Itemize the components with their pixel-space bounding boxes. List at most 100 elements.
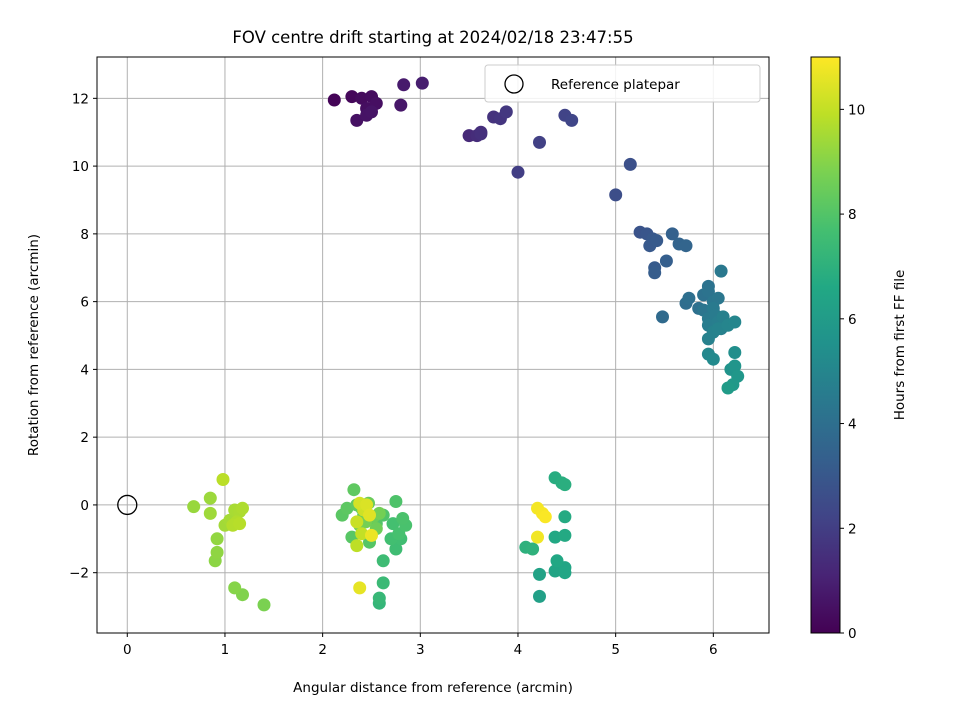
- data-point: [203, 506, 217, 520]
- x-tick-label: 6: [709, 642, 718, 658]
- colorbar: 0 2 4 6 8 10 Hours from first FF file: [810, 56, 908, 642]
- data-point: [233, 517, 247, 531]
- data-point: [711, 322, 725, 336]
- data-point: [650, 234, 664, 248]
- data-point: [340, 501, 354, 515]
- data-point: [415, 76, 429, 90]
- chart-title: FOV centre drift starting at 2024/02/18 …: [232, 28, 633, 47]
- data-point: [372, 591, 386, 605]
- y-tick-label: 8: [80, 227, 89, 243]
- data-point: [397, 78, 411, 92]
- data-point: [558, 566, 572, 580]
- data-point: [203, 491, 217, 505]
- data-point: [360, 498, 374, 512]
- data-point: [350, 539, 364, 553]
- data-point: [548, 530, 562, 544]
- data-point: [355, 91, 369, 105]
- colorbar-tick-label: 2: [848, 521, 857, 537]
- y-tick-label: 12: [72, 91, 89, 107]
- data-point: [706, 352, 720, 366]
- colorbar-tick-label: 0: [848, 626, 857, 642]
- data-point: [565, 113, 579, 127]
- data-point: [701, 285, 715, 298]
- reference-point: [117, 494, 138, 516]
- data-point: [353, 581, 367, 595]
- legend-box: [484, 64, 761, 103]
- y-tick-label: 6: [80, 295, 89, 311]
- data-point: [533, 567, 546, 581]
- data-point: [350, 113, 364, 127]
- x-tick-label: 5: [611, 642, 620, 658]
- colorbar-ticks: 0 2 4 6 8 10: [840, 102, 865, 642]
- x-tick-label: 4: [514, 642, 523, 658]
- colorbar-tick-label: 6: [848, 312, 857, 328]
- x-tick-label: 2: [318, 642, 327, 658]
- reference-marker: [117, 494, 138, 516]
- data-point: [609, 188, 623, 202]
- y-tick-label: 0: [80, 498, 89, 514]
- data-point: [656, 310, 669, 324]
- data-point: [474, 127, 488, 141]
- data-point: [216, 473, 230, 486]
- colorbar-tick-label: 4: [848, 417, 857, 433]
- data-point: [728, 359, 742, 373]
- legend-entry-reference: Reference platepar: [551, 77, 680, 93]
- y-tick-label: −2: [69, 566, 89, 582]
- colorbar-tick-label: 10: [848, 102, 865, 118]
- data-point: [714, 264, 728, 278]
- data-point: [376, 554, 390, 568]
- data-point: [665, 227, 679, 241]
- data-point: [711, 291, 725, 305]
- data-points: [187, 76, 745, 612]
- data-point: [236, 501, 249, 515]
- data-point: [365, 105, 378, 119]
- data-point: [558, 528, 572, 542]
- data-point: [538, 510, 552, 524]
- data-point: [682, 291, 696, 305]
- plot-frame: [96, 56, 770, 634]
- data-point: [558, 510, 572, 524]
- data-point: [347, 483, 361, 497]
- data-point: [228, 581, 242, 595]
- data-point: [526, 542, 540, 556]
- data-point: [679, 239, 693, 253]
- data-point: [533, 589, 546, 603]
- colorbar-tick-label: 8: [848, 207, 857, 223]
- y-axis-label: Rotation from reference (arcmin): [26, 234, 42, 456]
- y-tick-label: 10: [72, 159, 89, 175]
- data-point: [363, 508, 376, 522]
- data-point: [372, 506, 386, 520]
- colorbar-gradient: [810, 56, 841, 634]
- data-point: [548, 564, 562, 578]
- data-point: [210, 545, 224, 559]
- data-point: [389, 542, 403, 556]
- data-point: [721, 381, 735, 395]
- data-point: [728, 346, 742, 359]
- x-tick-label: 1: [221, 642, 230, 658]
- data-point: [386, 517, 400, 531]
- data-point: [558, 478, 572, 492]
- x-axis-ticks: 0 1 2 3 4 5 6: [123, 633, 718, 658]
- data-point: [376, 576, 390, 590]
- y-tick-label: 4: [80, 362, 89, 378]
- data-point: [396, 512, 410, 525]
- data-point: [355, 527, 369, 541]
- data-point: [257, 598, 271, 612]
- x-tick-label: 3: [416, 642, 425, 658]
- data-point: [345, 90, 359, 104]
- data-point: [365, 528, 378, 542]
- data-point: [659, 254, 673, 268]
- data-point: [499, 105, 513, 119]
- legend-marker-reference: [504, 74, 524, 94]
- y-axis-ticks: −2 0 2 4 6 8 10 12: [69, 91, 97, 582]
- data-point: [531, 530, 544, 544]
- data-point: [350, 515, 364, 529]
- colorbar-label: Hours from first FF file: [892, 270, 908, 421]
- legend: Reference platepar: [484, 64, 761, 103]
- data-point: [511, 165, 525, 179]
- y-tick-label: 2: [80, 430, 89, 446]
- data-point: [550, 554, 564, 568]
- data-point: [623, 157, 637, 171]
- data-point: [648, 266, 662, 280]
